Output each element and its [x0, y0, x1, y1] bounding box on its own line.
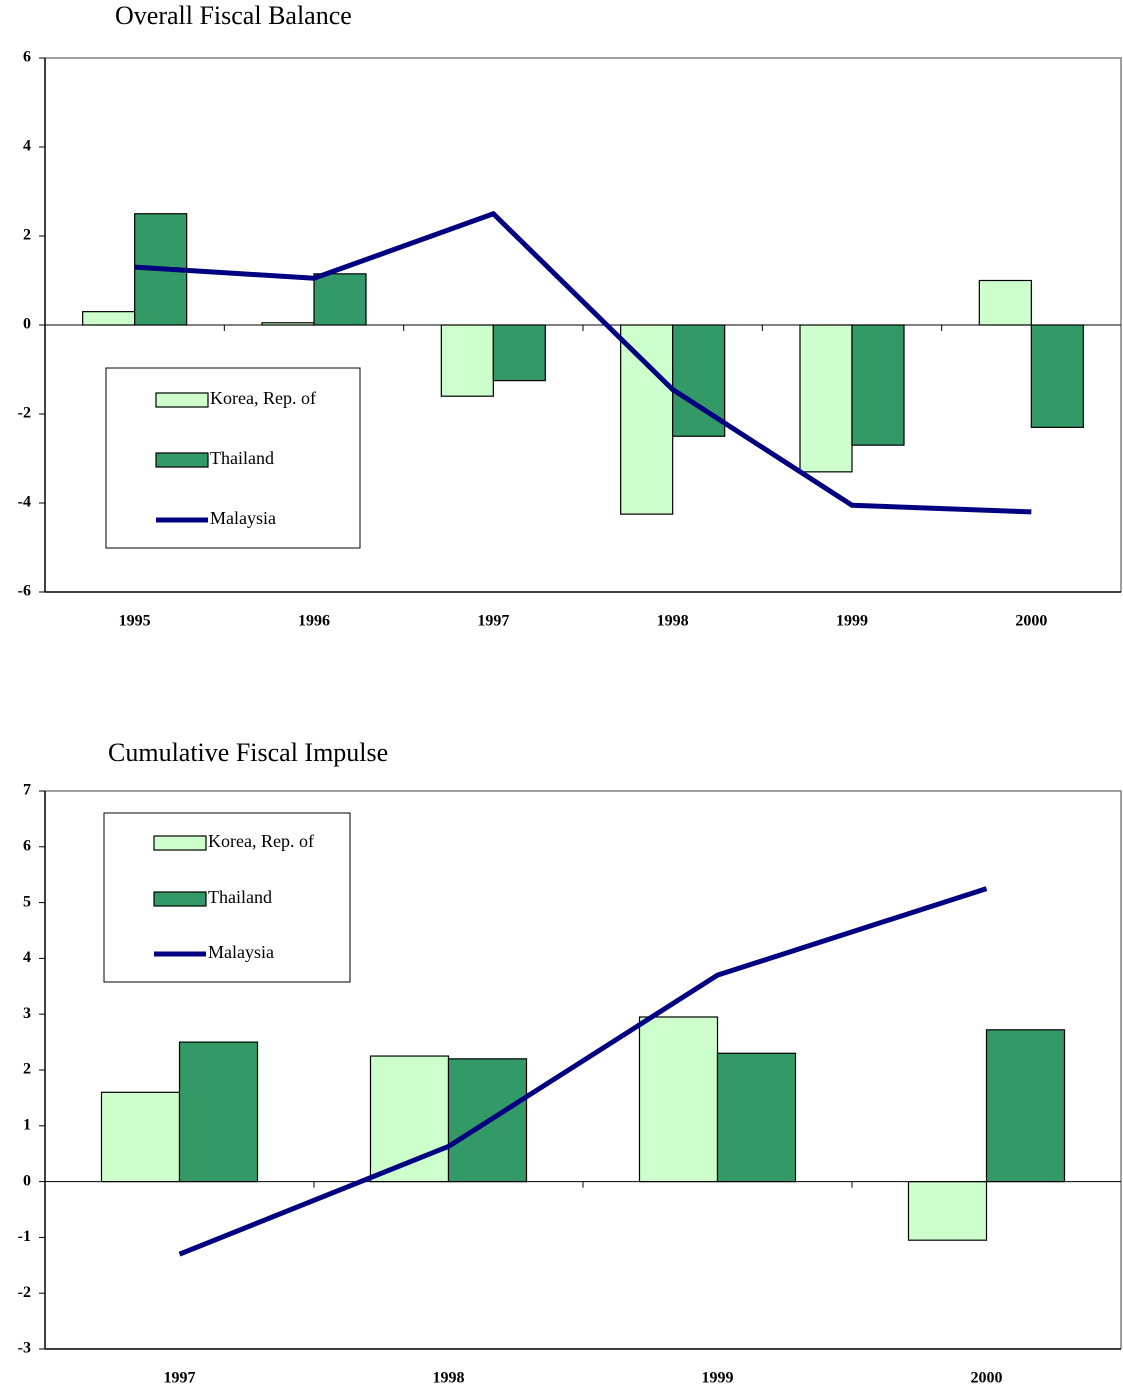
x-tick-label: 2000	[971, 1370, 1003, 1387]
y-tick-label: -4	[18, 494, 31, 511]
y-tick-label: 4	[23, 949, 31, 966]
plot-border	[45, 790, 1122, 1349]
x-tick-label: 1998	[433, 1370, 465, 1387]
bar	[313, 273, 367, 326]
x-tick-label: 1996	[298, 613, 330, 630]
y-tick-label: 6	[23, 837, 31, 854]
bar	[82, 311, 136, 326]
bar	[716, 1052, 797, 1183]
bar	[978, 279, 1032, 326]
line-series	[178, 886, 988, 1257]
bar	[100, 1091, 181, 1183]
bar	[178, 1041, 259, 1183]
legend-label: Korea, Rep. of	[208, 831, 314, 851]
bar	[1030, 324, 1084, 428]
x-tick-label: 1995	[119, 613, 151, 630]
x-tick-label: 1997	[164, 1370, 196, 1387]
y-tick-label: 4	[23, 138, 31, 155]
bar	[985, 1029, 1066, 1183]
legend-label: Thailand	[210, 448, 274, 468]
bar	[638, 1016, 719, 1183]
legend-box	[103, 812, 351, 983]
legend-label: Korea, Rep. of	[210, 388, 316, 408]
y-tick-label: -3	[18, 1340, 31, 1357]
y-tick-label: 6	[23, 49, 31, 66]
y-tick-label: 2	[23, 227, 31, 244]
chart-title: Cumulative Fiscal Impulse	[108, 738, 388, 767]
bar	[851, 324, 905, 446]
bar	[492, 324, 546, 382]
bar	[620, 324, 674, 515]
y-tick-label: -6	[18, 583, 31, 600]
bar	[799, 324, 853, 473]
y-tick-label: 3	[23, 1005, 31, 1022]
plot-border	[45, 57, 1122, 592]
legend-label: Malaysia	[208, 942, 274, 962]
chart-title: Overall Fiscal Balance	[115, 1, 352, 30]
legend-label: Thailand	[208, 887, 272, 907]
bar	[440, 324, 494, 397]
legend-swatch	[153, 891, 207, 907]
y-tick-label: 7	[23, 782, 31, 799]
legend-swatch	[155, 452, 209, 468]
legend-label: Malaysia	[210, 508, 276, 528]
y-tick-label: 5	[23, 893, 31, 910]
x-tick-label: 1997	[477, 613, 509, 630]
x-tick-label: 1998	[657, 613, 689, 630]
y-tick-label: -1	[18, 1228, 31, 1245]
bar	[907, 1180, 988, 1241]
x-tick-label: 1999	[702, 1370, 734, 1387]
legend-swatch	[155, 392, 209, 408]
legend-swatch	[153, 835, 207, 851]
x-tick-label: 1999	[836, 613, 868, 630]
y-tick-label: -2	[18, 1284, 31, 1301]
x-tick-label: 2000	[1015, 613, 1047, 630]
y-tick-label: -2	[18, 405, 31, 422]
line-series	[134, 210, 1032, 515]
y-tick-label: 1	[23, 1116, 31, 1133]
y-tick-label: 0	[23, 316, 31, 333]
legend-box	[105, 367, 361, 549]
y-tick-label: 0	[23, 1172, 31, 1189]
y-tick-label: 2	[23, 1061, 31, 1078]
